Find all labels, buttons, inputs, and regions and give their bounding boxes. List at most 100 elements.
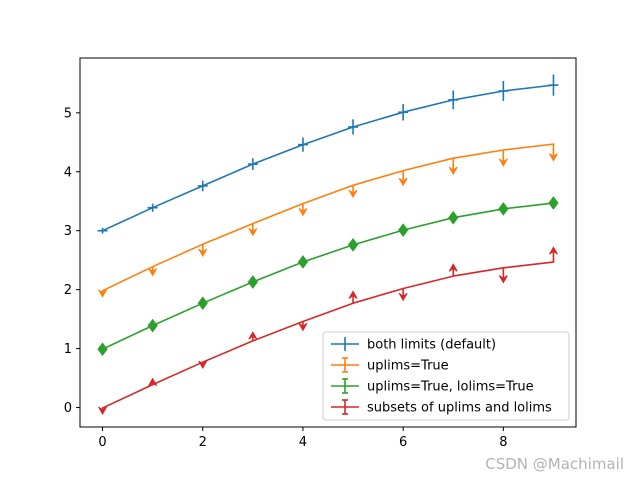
y-tick-label: 1 — [64, 342, 72, 357]
diamond-marker — [347, 238, 359, 252]
data-point — [198, 360, 208, 370]
data-point — [348, 119, 359, 135]
axes-frame — [79, 57, 577, 428]
legend-label: uplims=True, lolims=True — [367, 380, 534, 395]
down-arrow — [98, 406, 107, 416]
diamond-marker — [448, 210, 459, 225]
series-2 — [98, 143, 558, 298]
data-point — [398, 103, 409, 121]
y-tick-label: 2 — [64, 283, 72, 298]
data-point — [348, 290, 358, 304]
y-tick-label: 4 — [64, 165, 72, 180]
diamond-marker — [97, 342, 108, 357]
data-point — [398, 288, 408, 302]
data-point — [247, 158, 258, 170]
data-point — [347, 238, 359, 252]
y-tick-label: 0 — [64, 401, 72, 416]
data-point — [549, 144, 558, 162]
diamond-marker — [297, 255, 309, 269]
data-point — [498, 202, 509, 216]
data-point — [198, 244, 208, 258]
up-arrow — [148, 377, 158, 387]
data-point — [98, 406, 107, 416]
down-arrow — [398, 292, 408, 302]
data-point — [147, 318, 158, 333]
down-arrow — [148, 268, 158, 277]
data-point — [248, 223, 258, 237]
series-3 — [97, 196, 559, 357]
series-line — [101, 202, 555, 351]
data-point — [247, 275, 258, 289]
x-tick-label: 0 — [98, 435, 106, 450]
diamond-marker — [147, 318, 158, 333]
series-line — [101, 261, 555, 410]
data-point — [197, 180, 208, 192]
data-point — [448, 263, 458, 277]
diamond-marker — [498, 202, 509, 216]
data-point — [548, 196, 559, 210]
legend-label: subsets of uplims and lolims — [367, 401, 552, 416]
watermark-text: CSDN @Machimail — [485, 455, 624, 473]
data-point — [548, 74, 559, 96]
x-tick-label: 6 — [399, 435, 407, 450]
legend-label: both limits (default) — [367, 338, 496, 353]
series-line — [101, 143, 555, 292]
down-arrow — [198, 360, 208, 370]
data-point — [297, 255, 309, 269]
data-point — [398, 223, 409, 237]
down-arrow — [398, 177, 408, 187]
series-4 — [98, 246, 558, 416]
data-point — [297, 137, 308, 152]
data-point — [97, 227, 108, 234]
y-tick-label: 5 — [64, 106, 72, 121]
x-tick-label: 4 — [299, 435, 307, 450]
down-arrow — [98, 289, 107, 298]
diamond-marker — [398, 223, 409, 237]
x-tick-label: 8 — [499, 435, 507, 450]
down-arrow — [248, 228, 258, 237]
data-point — [148, 377, 158, 387]
up-arrow — [248, 331, 258, 340]
data-point — [148, 266, 158, 277]
down-arrow — [198, 248, 208, 258]
data-point — [448, 210, 459, 225]
data-point — [298, 321, 308, 332]
up-arrow — [448, 263, 458, 272]
data-point — [549, 246, 558, 262]
data-point — [448, 90, 459, 110]
diamond-marker — [197, 296, 208, 311]
data-point — [98, 289, 107, 298]
data-point — [298, 203, 308, 217]
down-arrow — [298, 322, 308, 332]
data-point — [197, 296, 208, 311]
down-arrow — [498, 275, 508, 284]
data-point — [97, 342, 108, 357]
legend-box — [322, 331, 570, 421]
diamond-marker — [548, 196, 559, 210]
legend-entry: subsets of uplims and lolims — [331, 399, 552, 416]
x-tick-label: 2 — [199, 435, 207, 450]
data-point — [448, 158, 458, 176]
data-point — [348, 185, 358, 199]
y-tick-label: 3 — [64, 224, 72, 239]
axes: 0 2 4 6 8 0 1 2 3 4 5 — [64, 57, 577, 450]
diamond-marker — [247, 275, 258, 289]
up-arrow — [549, 246, 558, 255]
legend-label: uplims=True — [367, 359, 449, 374]
data-point — [398, 170, 408, 187]
up-arrow — [348, 290, 358, 299]
data-point — [498, 267, 508, 284]
legend-entry: uplims=True — [331, 357, 449, 374]
down-arrow — [448, 166, 458, 176]
series-line — [101, 84, 555, 232]
series-1 — [97, 74, 559, 234]
plot-area — [97, 74, 559, 416]
legend: both limits (default) uplims=True uplims=T… — [322, 331, 570, 421]
data-point — [147, 203, 158, 212]
data-point — [498, 80, 509, 102]
down-arrow — [348, 189, 358, 199]
data-point — [498, 149, 508, 167]
down-arrow — [298, 207, 308, 217]
down-arrow — [498, 158, 508, 167]
